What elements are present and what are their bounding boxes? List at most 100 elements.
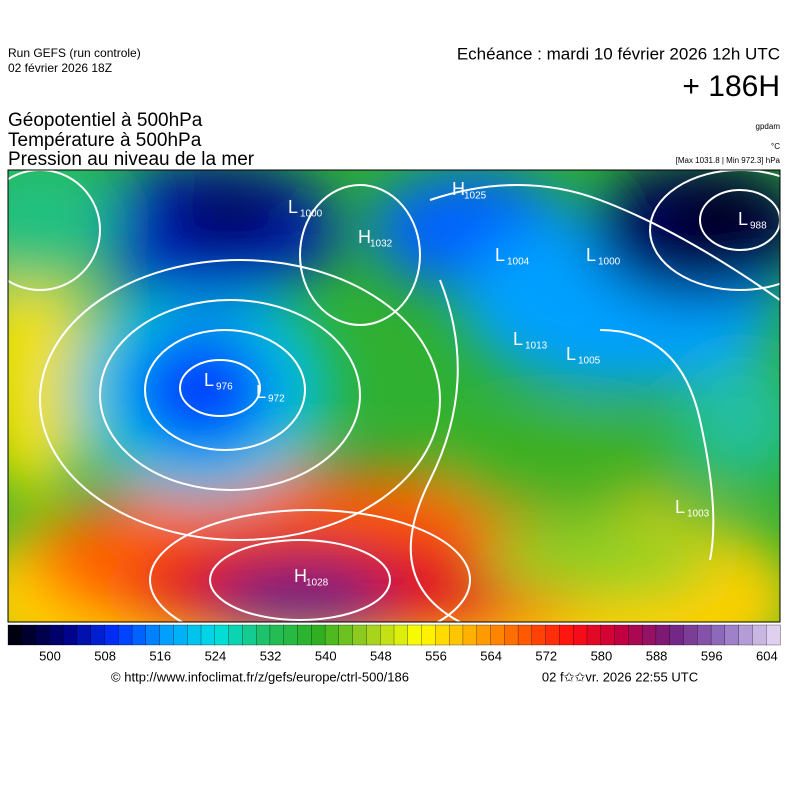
valid-time: Echéance : mardi 10 février 2026 12h UTC [457, 44, 780, 63]
field-label: Température à 500hPa [8, 130, 202, 151]
run-date: 02 février 2026 18Z [8, 61, 112, 75]
run-label: Run GEFS (run controle) [8, 46, 141, 60]
colorbar-cell [49, 624, 64, 646]
pressure-letter: L [256, 382, 266, 402]
colorbar-cell [724, 624, 740, 646]
colorbar-cell [600, 624, 616, 646]
unit-label: [Max 1031.8 | Min 972.3] hPa [676, 156, 781, 165]
colorbar-cell [104, 624, 119, 646]
pressure-letter: L [513, 329, 523, 349]
colorbar-label: 596 [701, 648, 723, 663]
colorbar-cell [380, 624, 395, 646]
colorbar-cell [21, 624, 37, 646]
colorbar-label: 556 [425, 648, 447, 663]
unit-label: gpdam [756, 122, 781, 131]
colorbar-cell [476, 624, 492, 646]
pressure-letter: L [738, 209, 748, 229]
colorbar-label: 564 [480, 648, 502, 663]
colorbar-cell [766, 624, 781, 646]
colorbar-cell [35, 624, 51, 646]
colorbar-cell [200, 624, 216, 646]
colorbar-cell [131, 624, 147, 646]
isobars [8, 170, 780, 622]
pressure-letter: H [294, 566, 307, 586]
colorbar-label: 588 [646, 648, 668, 663]
generated-time: 02 f✩✩vr. 2026 22:55 UTC [542, 669, 698, 684]
source-url: © http://www.infoclimat.fr/z/gefs/europe… [111, 669, 409, 684]
colorbar-label: 532 [260, 648, 282, 663]
colorbar-label: 572 [535, 648, 557, 663]
colorbar-label: 508 [94, 648, 116, 663]
lead-time: + 186H [682, 70, 780, 103]
pressure-value: 988 [750, 221, 767, 232]
pressure-value: 1005 [578, 356, 601, 367]
pressure-value: 1032 [370, 239, 393, 250]
colorbar-cell [324, 624, 340, 646]
pressure-letter: L [288, 197, 298, 217]
colorbar-label: 548 [370, 648, 392, 663]
colorbar-cell [90, 624, 106, 646]
pressure-value: 976 [216, 382, 233, 393]
colorbar-cell [366, 624, 381, 646]
unit-label: °C [771, 142, 780, 151]
colorbar-label: 524 [205, 648, 227, 663]
colorbar-cell [738, 624, 754, 646]
colorbar-cell [490, 624, 505, 646]
colorbar-cell [752, 624, 767, 646]
colorbar-cell [214, 624, 230, 646]
colorbar-label: 500 [39, 648, 61, 663]
colorbar-label: 604 [756, 648, 778, 663]
map [8, 170, 780, 622]
colorbar-cell [269, 624, 285, 646]
colorbar-cell [573, 624, 588, 646]
colorbar-cell [655, 624, 671, 646]
colorbar-cell [76, 624, 92, 646]
colorbar-cell [118, 624, 133, 646]
colorbar-cell [669, 624, 685, 646]
pressure-letter: L [204, 370, 214, 390]
pressure-letter: L [495, 245, 505, 265]
colorbar-cell [255, 624, 271, 646]
colorbar-cell [242, 624, 257, 646]
colorbar-cell [7, 624, 23, 646]
colorbar-cell [462, 624, 478, 646]
colorbar-cell [421, 624, 437, 646]
colorbar-label: 540 [315, 648, 337, 663]
colorbar: 500 508 516 524 532 540 548 556 564 572 580 588 596 6… [7, 624, 781, 663]
pressure-value: 1003 [687, 509, 710, 520]
colorbar-cell [145, 624, 161, 646]
pressure-value: 1013 [525, 341, 548, 352]
colorbar-cell [697, 624, 712, 646]
colorbar-cell [159, 624, 175, 646]
colorbar-label: 516 [149, 648, 171, 663]
pressure-value: 1000 [300, 209, 323, 220]
pressure-value: 972 [268, 394, 285, 405]
pressure-value: 1028 [306, 578, 329, 589]
colorbar-cell [62, 624, 78, 646]
pressure-value: 1000 [598, 257, 621, 268]
colorbar-cell [352, 624, 368, 646]
colorbar-cell [710, 624, 726, 646]
colorbar-cell [187, 624, 202, 646]
colorbar-cell [517, 624, 533, 646]
pressure-value: 1004 [507, 257, 530, 268]
colorbar-cell [407, 624, 423, 646]
colorbar-cell [228, 624, 244, 646]
pressure-letter: H [358, 227, 371, 247]
field-label: Géopotentiel à 500hPa [8, 110, 203, 131]
colorbar-cell [641, 624, 657, 646]
colorbar-cell [173, 624, 188, 646]
colorbar-cell [504, 624, 519, 646]
pressure-letter: L [566, 344, 576, 364]
pressure-letter: H [452, 179, 465, 199]
colorbar-cell [559, 624, 574, 646]
colorbar-cell [545, 624, 561, 646]
colorbar-cell [338, 624, 354, 646]
colorbar-cell [311, 624, 326, 646]
pressure-letter: L [586, 245, 596, 265]
field-label: Pression au niveau de la mer [8, 149, 255, 170]
colorbar-cell [586, 624, 602, 646]
